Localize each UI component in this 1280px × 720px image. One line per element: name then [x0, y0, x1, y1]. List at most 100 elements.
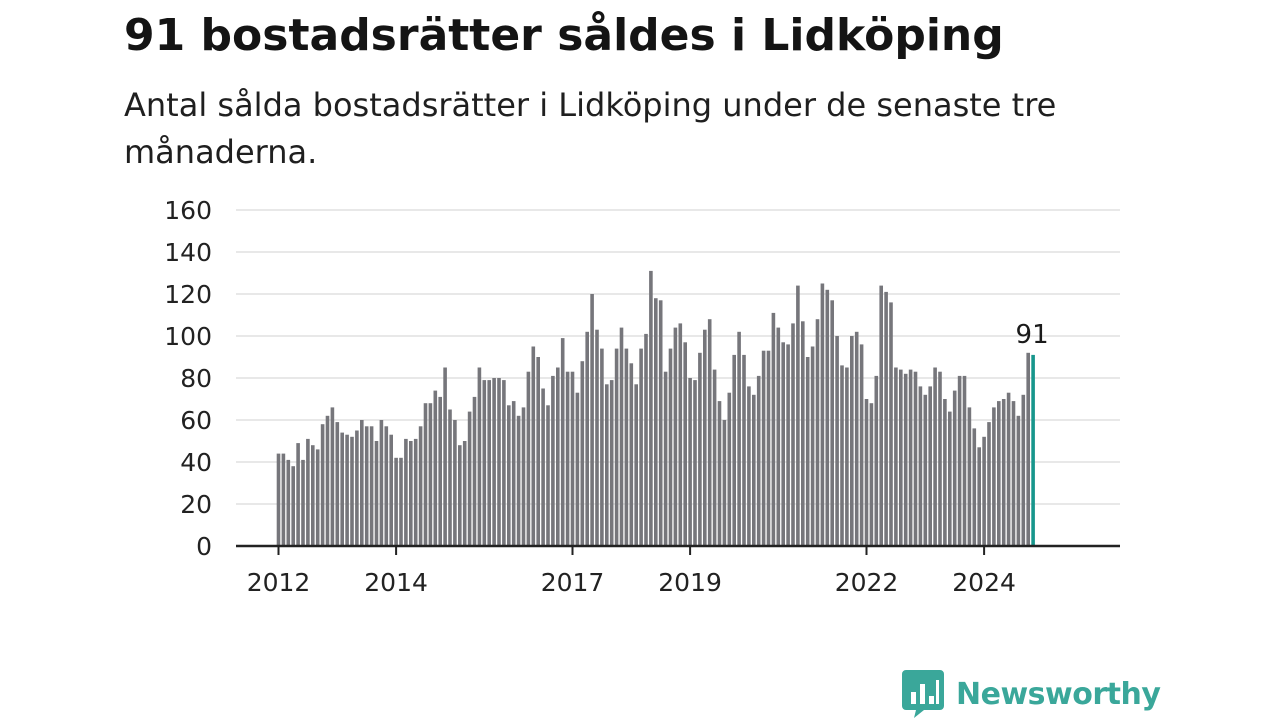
- y-tick-label: 80: [180, 364, 212, 393]
- bar: [815, 319, 820, 546]
- bar: [482, 380, 487, 546]
- bar: [374, 441, 379, 546]
- bar: [462, 441, 467, 546]
- bar: [404, 438, 408, 546]
- bar: [345, 434, 349, 546]
- bar: [467, 411, 472, 546]
- bar: [952, 390, 957, 546]
- bar: [654, 298, 658, 546]
- y-tick-label: 60: [180, 406, 212, 435]
- bar: [453, 420, 457, 546]
- bar: [502, 380, 506, 546]
- bar: [766, 350, 771, 546]
- bar: [335, 422, 340, 546]
- bar: [903, 373, 908, 546]
- bar: [756, 375, 761, 546]
- bar: [997, 401, 1001, 546]
- bar: [805, 357, 810, 546]
- bar: [962, 375, 967, 546]
- bar: [315, 449, 320, 546]
- bar: [948, 411, 952, 546]
- bar: [874, 375, 879, 546]
- value-labels: 91: [1016, 320, 1049, 350]
- bar: [747, 386, 751, 546]
- bar: [614, 348, 619, 546]
- x-tick-label: 2024: [952, 568, 1016, 597]
- bar: [820, 283, 825, 546]
- chart-subtitle: Antal sålda bostadsrätter i Lidköping un…: [124, 86, 1057, 171]
- bar: [433, 390, 438, 546]
- x-axis-tick-labels: 2012 2014 2017 2019 2022 2024: [247, 568, 1016, 597]
- bar: [629, 363, 634, 546]
- bar: [472, 396, 477, 546]
- bar: [526, 371, 531, 546]
- x-tick-label: 2017: [541, 568, 605, 597]
- bar: [511, 401, 516, 546]
- bar: [712, 369, 717, 546]
- bar: [541, 388, 545, 546]
- bar: [423, 403, 428, 546]
- bar: [556, 367, 560, 546]
- bar: [585, 331, 589, 546]
- bar: [320, 424, 325, 546]
- y-tick-label: 140: [164, 238, 212, 267]
- bar: [840, 365, 844, 546]
- bar: [595, 329, 599, 546]
- bar: [487, 380, 491, 546]
- bar: [355, 430, 359, 546]
- bar: [742, 354, 746, 546]
- bar: [306, 438, 310, 546]
- bar: [859, 344, 864, 546]
- bar: [825, 289, 830, 546]
- bar: [379, 420, 384, 546]
- bar: [428, 403, 433, 546]
- y-tick-label: 100: [164, 322, 212, 351]
- bar: [889, 302, 893, 546]
- bar: [507, 405, 511, 546]
- bar: [943, 399, 947, 546]
- bar: [413, 438, 418, 546]
- y-tick-label: 0: [196, 532, 212, 561]
- bar: [590, 294, 594, 546]
- bar: [531, 346, 536, 546]
- bar: [879, 285, 883, 546]
- bar: [810, 346, 815, 546]
- bar: [521, 407, 526, 546]
- bar: [1026, 352, 1030, 546]
- bar: [325, 415, 330, 546]
- x-tick-label: 2022: [835, 568, 899, 597]
- bar: [360, 420, 364, 546]
- bar: [330, 407, 335, 546]
- bar: [688, 378, 692, 546]
- bar: [663, 371, 668, 546]
- bar: [864, 399, 869, 546]
- bar: [673, 327, 678, 546]
- bar: [668, 348, 673, 546]
- bar: [477, 367, 482, 546]
- y-tick-label: 20: [180, 490, 212, 519]
- bar: [727, 392, 732, 546]
- bar: [703, 329, 707, 546]
- bar: [884, 291, 888, 546]
- bar: [698, 352, 702, 546]
- bar: [908, 369, 913, 546]
- bar: [835, 336, 839, 546]
- bar: [291, 466, 295, 546]
- bar: [497, 378, 501, 546]
- bar: [776, 327, 781, 546]
- bar: [458, 445, 462, 546]
- bar: [830, 300, 834, 546]
- chart-title: 91 bostadsrätter såldes i Lidköping: [124, 10, 1004, 61]
- bar: [551, 375, 555, 546]
- y-tick-label: 40: [180, 448, 212, 477]
- bar: [276, 453, 281, 546]
- bar: [311, 445, 315, 546]
- bar: [399, 457, 403, 546]
- bar: [928, 386, 932, 546]
- bar: [1016, 415, 1021, 546]
- bar: [987, 422, 991, 546]
- bar: [899, 369, 903, 546]
- bar: [1021, 394, 1026, 546]
- bar: [560, 338, 565, 546]
